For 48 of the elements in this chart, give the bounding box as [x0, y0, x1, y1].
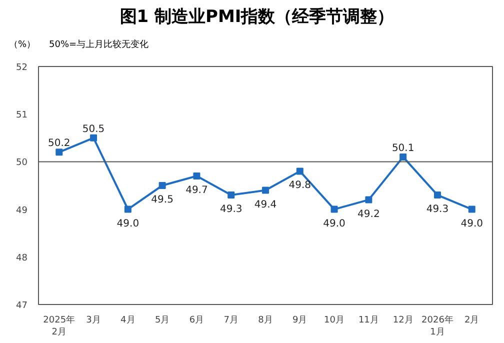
point: [228, 192, 235, 199]
x-tick-label: 3月: [86, 316, 101, 326]
point: [296, 168, 304, 175]
x-tick-label: 5月: [154, 316, 170, 326]
text: 50%=与上月比较无变化: [49, 39, 149, 52]
point: [468, 206, 476, 213]
point: [124, 206, 132, 213]
y-tick-label: 50: [16, 158, 28, 168]
data-label: 49.8: [288, 180, 312, 192]
y-axis-title: （%）: [9, 39, 36, 52]
point: [158, 182, 166, 189]
chart-title: 图1 制造业PMI指数（经季节调整）: [120, 6, 394, 29]
x-tick-label: 9月: [292, 316, 308, 326]
data-label: 50.5: [82, 124, 105, 135]
point: [56, 148, 63, 156]
point: [365, 196, 372, 204]
x-tick-label: 12月: [392, 316, 414, 326]
point: [434, 192, 441, 199]
x-tick-label: 7月: [224, 316, 238, 326]
y-tick-label: 47: [16, 301, 28, 311]
data-label: 49.0: [116, 218, 140, 230]
data-label: 49.3: [220, 204, 242, 216]
data-label: 49.7: [186, 184, 208, 196]
data-label: 50.2: [48, 138, 70, 150]
x-tick-label: 2月: [464, 316, 480, 326]
data-label: 49.0: [323, 218, 346, 230]
x-tick-label: 11月: [358, 316, 379, 326]
y-tick-label: 51: [16, 110, 28, 121]
point: [330, 206, 338, 213]
data-label: 49.0: [460, 218, 483, 230]
point: [262, 186, 269, 194]
point: [400, 153, 407, 160]
y-tick-label: 48: [16, 253, 28, 264]
x-tick-label: 6月: [189, 316, 204, 326]
point: [90, 134, 98, 142]
y-tick-label: 52: [16, 63, 28, 73]
x-tick-label: 8月: [258, 316, 273, 326]
x-tick-label: 2025年 2月: [43, 314, 76, 338]
data-label: 49.3: [426, 204, 449, 216]
data-label: 50.1: [392, 142, 414, 154]
point: [193, 172, 200, 180]
y-tick-label: 49: [16, 206, 28, 216]
x-tick-label: 10月: [324, 316, 345, 326]
x-tick-label: 2026年 1月: [422, 314, 454, 338]
x-tick-label: 4月: [120, 316, 136, 326]
data-label: 49.5: [151, 194, 174, 206]
data-label: 49.2: [358, 208, 380, 220]
data-label: 49.4: [254, 199, 277, 210]
